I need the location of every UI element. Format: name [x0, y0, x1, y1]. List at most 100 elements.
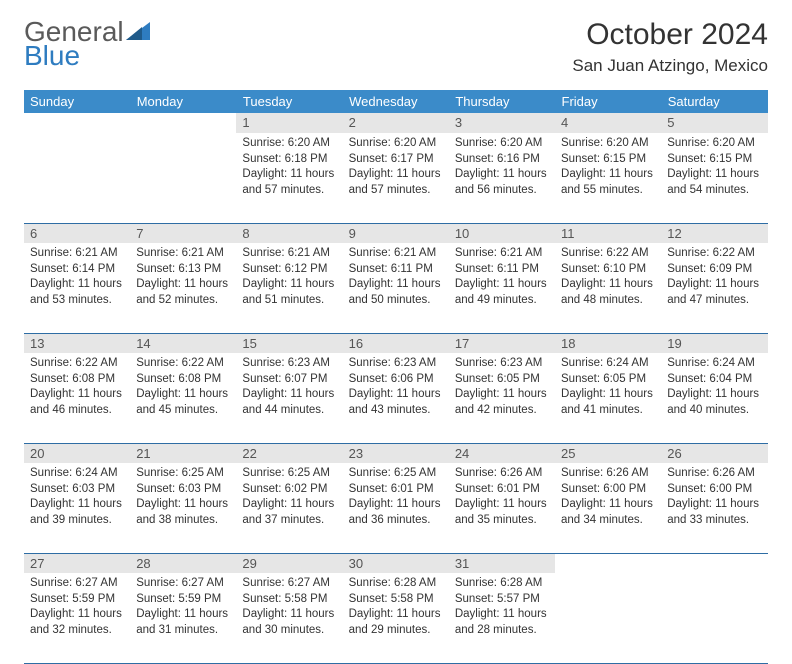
day-number: 18: [555, 333, 661, 353]
day-number: 12: [661, 223, 767, 243]
day2-text: and 45 minutes.: [136, 403, 230, 419]
sunset-text: Sunset: 6:17 PM: [349, 152, 443, 168]
day-number: 5: [661, 113, 767, 133]
sunset-text: Sunset: 6:01 PM: [455, 482, 549, 498]
day1-text: Daylight: 11 hours: [455, 167, 549, 183]
sunset-text: Sunset: 6:16 PM: [455, 152, 549, 168]
day-cell: Sunrise: 6:20 AMSunset: 6:18 PMDaylight:…: [236, 133, 342, 223]
day-number: [130, 113, 236, 133]
weekday-header: Saturday: [661, 90, 767, 113]
day-details: Sunrise: 6:22 AMSunset: 6:09 PMDaylight:…: [661, 243, 767, 314]
day-number: 15: [236, 333, 342, 353]
sunrise-text: Sunrise: 6:22 AM: [30, 356, 124, 372]
day-number: 17: [449, 333, 555, 353]
day-cell: Sunrise: 6:28 AMSunset: 5:57 PMDaylight:…: [449, 573, 555, 663]
sunset-text: Sunset: 5:57 PM: [455, 592, 549, 608]
day1-text: Daylight: 11 hours: [349, 497, 443, 513]
day-details: Sunrise: 6:27 AMSunset: 5:59 PMDaylight:…: [130, 573, 236, 644]
day-number: 27: [24, 553, 130, 573]
day2-text: and 36 minutes.: [349, 513, 443, 529]
day-details: Sunrise: 6:21 AMSunset: 6:13 PMDaylight:…: [130, 243, 236, 314]
day1-text: Daylight: 11 hours: [349, 607, 443, 623]
day2-text: and 46 minutes.: [30, 403, 124, 419]
day2-text: and 40 minutes.: [667, 403, 761, 419]
calendar-table: Sunday Monday Tuesday Wednesday Thursday…: [24, 90, 768, 664]
day1-text: Daylight: 11 hours: [30, 607, 124, 623]
daynum-row: 6789101112: [24, 223, 768, 243]
week-row: Sunrise: 6:24 AMSunset: 6:03 PMDaylight:…: [24, 463, 768, 553]
day1-text: Daylight: 11 hours: [30, 277, 124, 293]
day-number: 26: [661, 443, 767, 463]
day2-text: and 30 minutes.: [242, 623, 336, 639]
day1-text: Daylight: 11 hours: [30, 497, 124, 513]
day-cell: [130, 133, 236, 223]
day2-text: and 55 minutes.: [561, 183, 655, 199]
day-cell: Sunrise: 6:24 AMSunset: 6:05 PMDaylight:…: [555, 353, 661, 443]
sunset-text: Sunset: 6:08 PM: [136, 372, 230, 388]
sunrise-text: Sunrise: 6:27 AM: [136, 576, 230, 592]
day2-text: and 50 minutes.: [349, 293, 443, 309]
sunrise-text: Sunrise: 6:27 AM: [30, 576, 124, 592]
day-details: Sunrise: 6:25 AMSunset: 6:01 PMDaylight:…: [343, 463, 449, 534]
day2-text: and 39 minutes.: [30, 513, 124, 529]
weekday-header: Tuesday: [236, 90, 342, 113]
sunset-text: Sunset: 6:08 PM: [30, 372, 124, 388]
brand-text: General Blue: [24, 18, 124, 70]
day2-text: and 57 minutes.: [349, 183, 443, 199]
day1-text: Daylight: 11 hours: [561, 497, 655, 513]
day-details: Sunrise: 6:23 AMSunset: 6:06 PMDaylight:…: [343, 353, 449, 424]
day-cell: Sunrise: 6:26 AMSunset: 6:00 PMDaylight:…: [661, 463, 767, 553]
day-details: Sunrise: 6:20 AMSunset: 6:16 PMDaylight:…: [449, 133, 555, 204]
day-cell: Sunrise: 6:27 AMSunset: 5:59 PMDaylight:…: [130, 573, 236, 663]
day1-text: Daylight: 11 hours: [136, 277, 230, 293]
sunrise-text: Sunrise: 6:20 AM: [455, 136, 549, 152]
sunset-text: Sunset: 6:10 PM: [561, 262, 655, 278]
day-number: 6: [24, 223, 130, 243]
day-details: Sunrise: 6:21 AMSunset: 6:11 PMDaylight:…: [449, 243, 555, 314]
sunset-text: Sunset: 6:04 PM: [667, 372, 761, 388]
day-details: Sunrise: 6:27 AMSunset: 5:58 PMDaylight:…: [236, 573, 342, 644]
sunset-text: Sunset: 6:00 PM: [561, 482, 655, 498]
day-details: Sunrise: 6:22 AMSunset: 6:10 PMDaylight:…: [555, 243, 661, 314]
day1-text: Daylight: 11 hours: [242, 497, 336, 513]
day2-text: and 31 minutes.: [136, 623, 230, 639]
day-number: 21: [130, 443, 236, 463]
sunset-text: Sunset: 6:06 PM: [349, 372, 443, 388]
day-number: 31: [449, 553, 555, 573]
day2-text: and 32 minutes.: [30, 623, 124, 639]
day-number: [555, 553, 661, 573]
day-cell: Sunrise: 6:20 AMSunset: 6:15 PMDaylight:…: [555, 133, 661, 223]
day-cell: Sunrise: 6:27 AMSunset: 5:59 PMDaylight:…: [24, 573, 130, 663]
day-cell: Sunrise: 6:22 AMSunset: 6:08 PMDaylight:…: [130, 353, 236, 443]
day-cell: Sunrise: 6:28 AMSunset: 5:58 PMDaylight:…: [343, 573, 449, 663]
daynum-row: 20212223242526: [24, 443, 768, 463]
sunset-text: Sunset: 6:03 PM: [136, 482, 230, 498]
day-cell: Sunrise: 6:23 AMSunset: 6:07 PMDaylight:…: [236, 353, 342, 443]
week-row: Sunrise: 6:20 AM Sunset: 6:18 PM Daylight:…: [24, 133, 768, 223]
sunset-text: Sunset: 6:12 PM: [242, 262, 336, 278]
sunset-text: Sunset: 6:18 PM: [242, 152, 336, 168]
sunset-text: Sunset: 6:01 PM: [349, 482, 443, 498]
day-cell: Sunrise: 6:25 AMSunset: 6:02 PMDaylight:…: [236, 463, 342, 553]
day-details: Sunrise: 6:22 AMSunset: 6:08 PMDaylight:…: [130, 353, 236, 424]
sunset-text: Sunset: 6:14 PM: [30, 262, 124, 278]
day-details: Sunrise: 6:28 AMSunset: 5:57 PMDaylight:…: [449, 573, 555, 644]
day1-text: Daylight: 11 hours: [30, 387, 124, 403]
day-cell: Sunrise: 6:25 AMSunset: 6:01 PMDaylight:…: [343, 463, 449, 553]
day1-text: Daylight: 11 hours: [667, 387, 761, 403]
day-cell: Sunrise: 6:21 AMSunset: 6:12 PMDaylight:…: [236, 243, 342, 333]
day2-text: and 56 minutes.: [455, 183, 549, 199]
day2-text: and 57 minutes.: [242, 183, 336, 199]
day-details: Sunrise: 6:21 AMSunset: 6:14 PMDaylight:…: [24, 243, 130, 314]
sunset-text: Sunset: 5:58 PM: [349, 592, 443, 608]
day-cell: Sunrise: 6:22 AMSunset: 6:09 PMDaylight:…: [661, 243, 767, 333]
day-details: Sunrise: 6:26 AMSunset: 6:00 PMDaylight:…: [555, 463, 661, 534]
day1-text: Daylight: 11 hours: [455, 497, 549, 513]
weekday-header: Friday: [555, 90, 661, 113]
day-number: 22: [236, 443, 342, 463]
day2-text: and 34 minutes.: [561, 513, 655, 529]
sunrise-text: Sunrise: 6:21 AM: [136, 246, 230, 262]
weekday-header-row: Sunday Monday Tuesday Wednesday Thursday…: [24, 90, 768, 113]
day-details: Sunrise: 6:20 AMSunset: 6:15 PMDaylight:…: [661, 133, 767, 204]
day-number: 10: [449, 223, 555, 243]
